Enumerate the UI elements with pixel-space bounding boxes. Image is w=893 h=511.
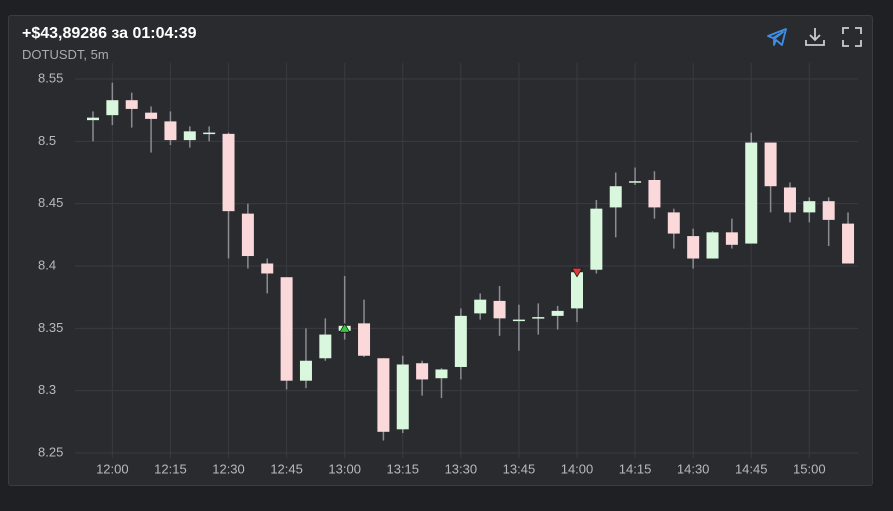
candle-body — [319, 334, 332, 359]
candle-body — [183, 131, 196, 141]
candle-body — [745, 142, 758, 244]
y-tick-label: 8.4 — [38, 257, 56, 272]
candle-body — [648, 179, 661, 208]
candle-body — [629, 181, 642, 183]
y-tick-label: 8.3 — [38, 382, 56, 397]
candle-body — [590, 208, 603, 270]
candle-body — [241, 213, 254, 257]
candle-body — [416, 363, 429, 380]
trade-marker — [338, 323, 351, 333]
x-tick-label: 13:30 — [445, 461, 478, 476]
candle-body — [299, 360, 312, 381]
candle-body — [396, 364, 409, 430]
y-tick-label: 8.35 — [38, 320, 63, 335]
candle-body — [454, 315, 467, 367]
x-tick-label: 12:00 — [96, 461, 129, 476]
candle-body — [164, 121, 177, 141]
x-tick-label: 12:15 — [154, 461, 187, 476]
candle-body — [512, 319, 525, 322]
chart-card: +$43,89286 за 01:04:39 DOTUSDT, 5m — [8, 15, 873, 486]
candle-body — [87, 117, 99, 121]
x-tick-label: 14:30 — [677, 461, 710, 476]
y-tick-label: 8.45 — [38, 195, 63, 210]
candle-body — [261, 263, 274, 274]
candle-body — [358, 323, 371, 356]
chart-subtitle: DOTUSDT, 5m — [22, 47, 109, 62]
candle-body — [822, 201, 835, 220]
candle-body — [377, 358, 390, 432]
candle-body — [435, 369, 448, 379]
candle-body — [783, 187, 796, 213]
candle-body — [803, 201, 816, 213]
candle-body — [106, 100, 119, 116]
x-tick-label: 14:45 — [735, 461, 768, 476]
candle-body — [125, 100, 138, 109]
candle-body — [203, 132, 216, 135]
candle-body — [551, 310, 564, 316]
candle-body — [493, 300, 506, 319]
candle-body — [725, 232, 738, 245]
x-tick-label: 12:30 — [212, 461, 245, 476]
share-telegram-button[interactable] — [765, 25, 789, 49]
y-tick-label: 8.25 — [38, 444, 63, 459]
fullscreen-button[interactable] — [840, 25, 864, 49]
candle-body — [764, 142, 777, 187]
candle-body — [687, 236, 700, 259]
x-tick-label: 14:00 — [561, 461, 594, 476]
x-tick-label: 13:45 — [503, 461, 536, 476]
chart-title: +$43,89286 за 01:04:39 — [22, 25, 197, 42]
trade-marker — [571, 267, 583, 278]
x-tick-label: 14:15 — [619, 461, 652, 476]
candle-body — [222, 133, 235, 212]
candle-body — [842, 223, 855, 264]
x-tick-label: 12:45 — [270, 461, 303, 476]
y-tick-label: 8.55 — [38, 70, 63, 85]
candle-body — [280, 277, 293, 381]
y-tick-label: 8.5 — [38, 133, 56, 148]
candle-body — [706, 232, 719, 259]
x-tick-label: 13:15 — [386, 461, 419, 476]
x-tick-label: 15:00 — [793, 461, 826, 476]
x-tick-label: 13:00 — [328, 461, 361, 476]
candle-body — [609, 186, 622, 208]
candle-body — [667, 212, 680, 234]
candle-body — [474, 299, 487, 314]
download-button[interactable] — [803, 25, 827, 49]
candle-body — [145, 112, 158, 119]
candle-body — [571, 272, 583, 309]
candle-body — [532, 317, 545, 319]
